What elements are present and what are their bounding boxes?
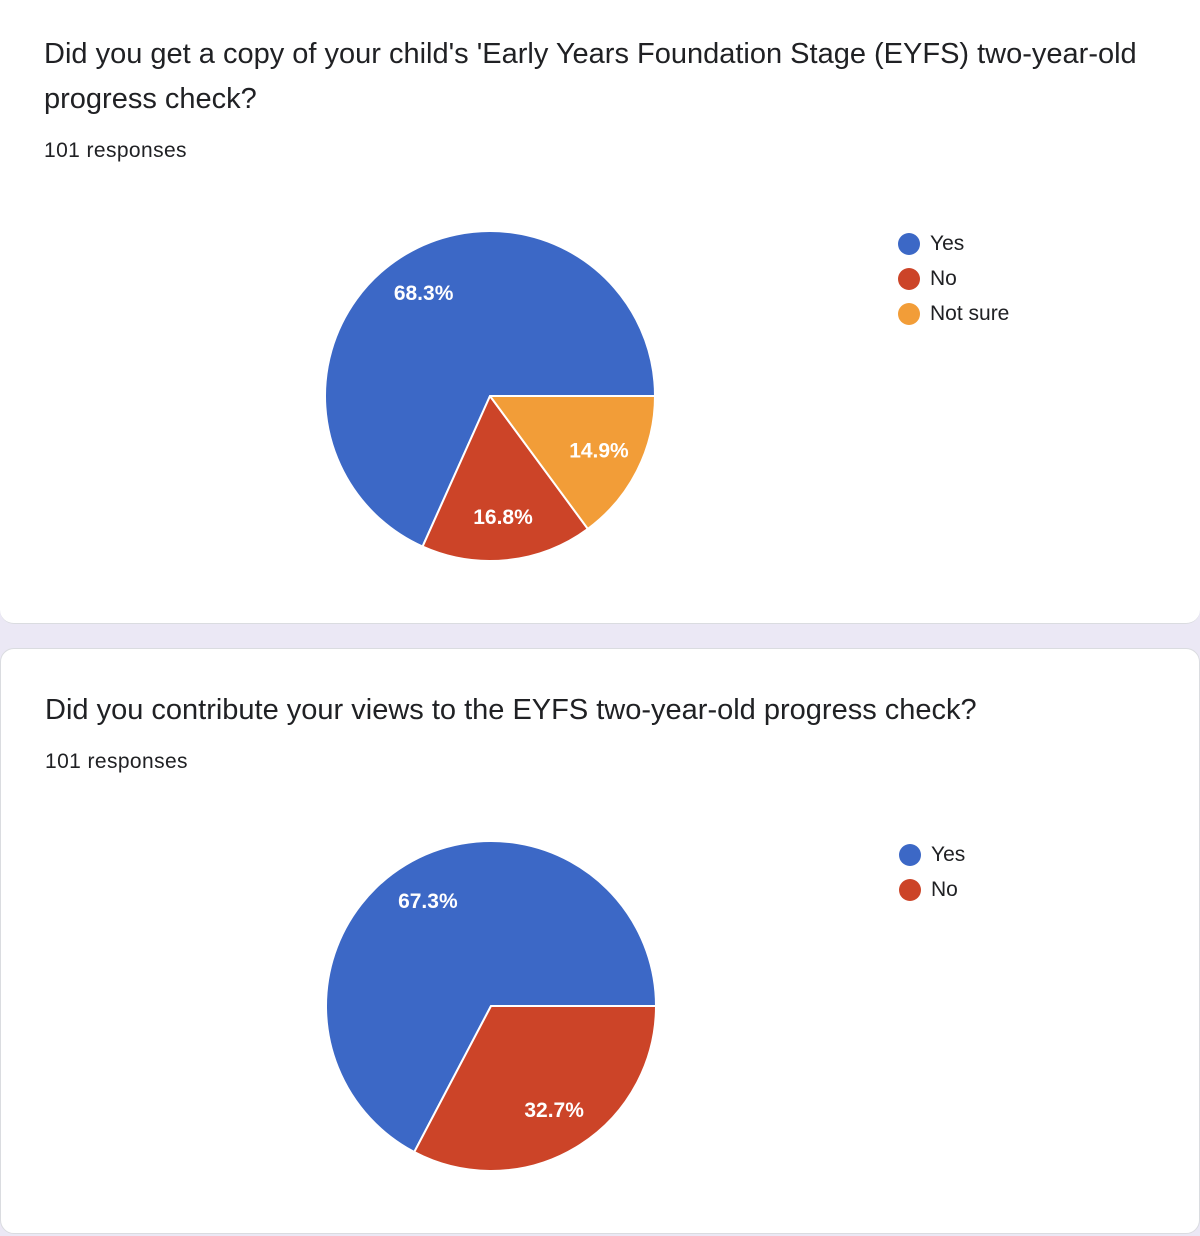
legend-item-no[interactable]: No (898, 261, 1009, 296)
response-count: 101 responses (45, 750, 188, 773)
legend-item-yes[interactable]: Yes (899, 837, 965, 872)
slice-label-no: 32.7% (524, 1099, 584, 1122)
pie-slice-yes[interactable] (324, 230, 656, 548)
legend-item-not-sure[interactable]: Not sure (898, 296, 1009, 331)
slice-label-yes: 67.3% (398, 890, 458, 913)
pie-slice-yes[interactable] (325, 840, 657, 1154)
slice-label-yes: 68.3% (394, 282, 454, 305)
question-title: Did you contribute your views to the EYF… (45, 694, 977, 726)
legend-swatch-icon (899, 843, 921, 866)
legend-swatch-icon (898, 267, 920, 290)
chart-legend: Yes No Not sure (898, 226, 1009, 331)
legend-item-no[interactable]: No (899, 872, 965, 907)
legend-label: Not sure (930, 301, 1010, 325)
slice-label-no: 16.8% (473, 506, 533, 529)
legend-item-yes[interactable]: Yes (898, 226, 1009, 261)
pie-chart: 68.3% 16.8% 14.9% (324, 230, 656, 562)
legend-swatch-icon (898, 302, 920, 325)
chart-card-1: Did you get a copy of your child's 'Earl… (0, 0, 1200, 624)
chart-card-2: Did you contribute your views to the EYF… (0, 648, 1200, 1234)
pie-slice-no[interactable] (421, 395, 589, 562)
legend-label: Yes (931, 842, 966, 866)
legend-label: No (931, 877, 958, 901)
pie-slice-not-sure[interactable] (489, 395, 656, 530)
question-title: Did you get a copy of your child's 'Earl… (44, 38, 1137, 115)
pie-chart: 67.3% 32.7% (325, 840, 657, 1172)
pie-slice-no[interactable] (413, 1005, 657, 1172)
legend-label: Yes (930, 231, 965, 255)
legend-swatch-icon (899, 878, 921, 901)
chart-legend: Yes No (899, 837, 965, 907)
legend-label: No (930, 266, 957, 290)
legend-swatch-icon (898, 232, 920, 255)
response-count: 101 responses (44, 139, 187, 162)
slice-label-not-sure: 14.9% (569, 440, 629, 463)
